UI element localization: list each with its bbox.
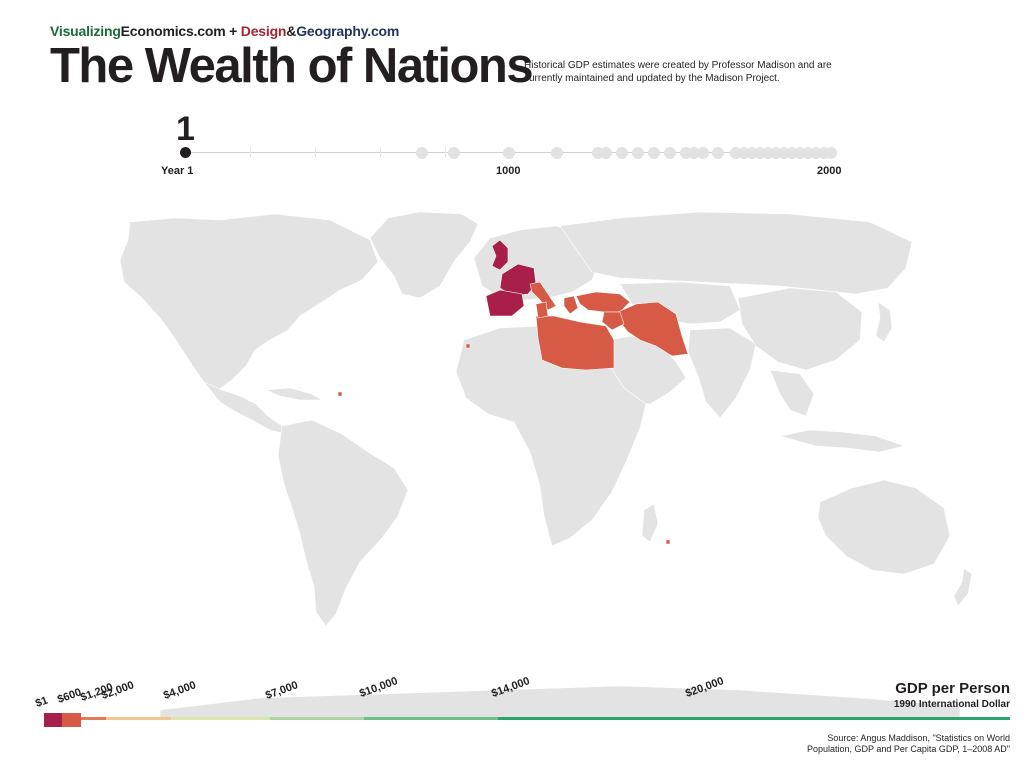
brand-part-visualizing: Visualizing	[50, 23, 121, 39]
timeline-year-marker[interactable]	[632, 147, 644, 159]
region-russia	[559, 211, 913, 295]
region-caribbean	[265, 387, 324, 401]
region-japan	[875, 301, 893, 343]
timeline-year-marker[interactable]	[600, 147, 612, 159]
region-north-africa	[535, 315, 615, 371]
region-spain-portugal	[485, 289, 525, 317]
timeline-year-marker[interactable]	[448, 147, 460, 159]
legend-bar-tier-3	[81, 717, 106, 720]
legend-subtitle: 1990 International Dollar	[893, 699, 1010, 710]
timeline-label-end: 2000	[817, 165, 842, 177]
page-subtitle: Historical GDP estimates were created by…	[524, 60, 832, 84]
region-united-kingdom	[491, 239, 509, 271]
legend-bar-tier-7	[364, 717, 498, 720]
legend-bar-tier-4	[106, 717, 171, 720]
region-iraq-iran	[617, 301, 689, 357]
timeline-year-marker[interactable]	[416, 147, 428, 159]
region-italy	[529, 281, 557, 311]
legend-swatch-tier-2	[62, 713, 81, 727]
timeline-year-marker[interactable]	[648, 147, 660, 159]
timeline-year-marker[interactable]	[664, 147, 676, 159]
region-greece	[563, 295, 579, 315]
region-madagascar	[641, 503, 659, 543]
page-title: The Wealth of Nations	[50, 39, 534, 93]
timeline-year-marker[interactable]	[712, 147, 724, 159]
timeline-tick	[315, 147, 316, 157]
legend-title: GDP per Person	[895, 680, 1010, 697]
world-map	[119, 211, 973, 720]
region-south-asia	[687, 327, 757, 419]
brand-line: VisualizingEconomics.com + Design&Geogra…	[50, 23, 399, 39]
timeline-year-marker[interactable]	[551, 147, 563, 159]
timeline-year-marker[interactable]	[697, 147, 709, 159]
brand-ampersand: &	[286, 23, 297, 39]
region-south-america	[277, 419, 409, 627]
legend-bar-tier-6	[270, 717, 364, 720]
timeline-current-marker[interactable]	[180, 147, 191, 158]
region-indonesia	[779, 429, 906, 453]
region-southeast-asia	[769, 369, 815, 417]
timeline-label-start: Year 1	[161, 165, 194, 177]
region-australia	[817, 479, 951, 575]
region-tunisia	[535, 301, 549, 319]
region-new-zealand	[953, 567, 973, 607]
region-antarctica	[159, 685, 961, 720]
timeline-year-marker[interactable]	[503, 147, 515, 159]
brand-part-economics: Economics.com	[120, 23, 226, 39]
timeline-tick	[380, 147, 381, 157]
legend-swatch-tier-1	[44, 713, 62, 727]
region-island-caribbean	[337, 391, 343, 397]
region-syria	[601, 311, 625, 331]
timeline-year-marker[interactable]	[825, 147, 837, 159]
timeline-label-mid: 1000	[496, 165, 521, 177]
timeline-tick	[445, 147, 446, 157]
legend-bar-tier-5	[171, 717, 270, 720]
timeline-tick	[250, 147, 251, 157]
region-island-atlantic	[465, 343, 471, 349]
brand-part-design: Design	[240, 23, 287, 39]
brand-plus: +	[225, 23, 241, 39]
brand-part-geography: Geography.com	[296, 23, 400, 39]
legend-bar-tier-8	[498, 717, 1010, 720]
region-north-america	[119, 213, 379, 391]
region-greenland	[369, 211, 479, 299]
current-year-display: 1	[176, 110, 195, 148]
timeline-year-marker[interactable]	[616, 147, 628, 159]
region-east-asia	[737, 287, 863, 371]
region-island-indian-ocean	[665, 539, 671, 545]
region-turkey-levant	[575, 291, 631, 313]
source-note: Source: Angus Maddison, "Statistics on W…	[807, 733, 1010, 754]
